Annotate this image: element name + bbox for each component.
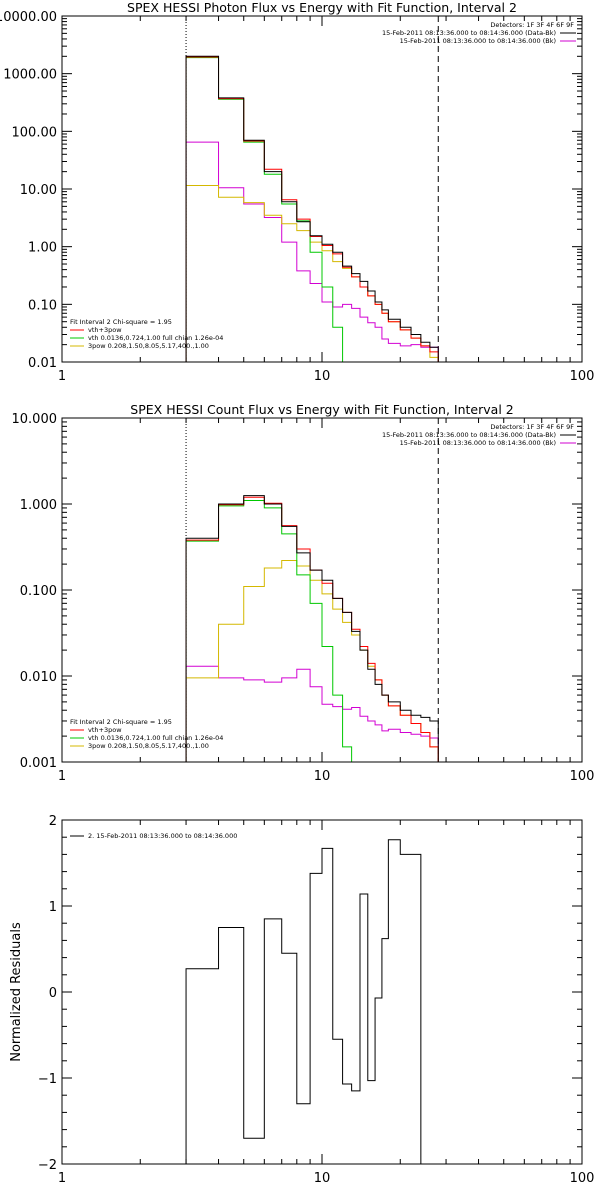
p1-x-tick-label: 1 — [58, 369, 66, 384]
p1-legend-right-text: 15-Feb-2011 08:13:36.000 to 08:14:36.000… — [382, 29, 556, 37]
p1-series-green — [185, 57, 344, 362]
p2-y-tick-label: 0.100 — [20, 584, 57, 599]
p2-panel: SPEX HESSI Count Flux vs Energy with Fit… — [12, 402, 595, 784]
p1-y-tick-label: 100.00 — [12, 125, 58, 140]
p1-y-tick-label: 0.01 — [28, 356, 57, 371]
p3-y-tick-label: 0 — [49, 986, 57, 1001]
p3-frame — [61, 819, 583, 1165]
p2-y-tick-label: 0.001 — [20, 756, 57, 771]
p1-y-tick-label: 1000.00 — [3, 68, 57, 83]
p2-y-tick-label: 1.000 — [20, 498, 57, 513]
p2-legend-right-text: 15-Feb-2011 08:13:36.000 to 08:14:36.000… — [382, 431, 556, 439]
p3-y-tick-label: −2 — [38, 1158, 57, 1173]
p2-legend-left-text: vth+3pow — [88, 726, 122, 734]
p2-legend-right-text: Detectors: 1F 3F 4F 6F 9F — [490, 423, 574, 431]
p3-x-tick-label: 1 — [58, 1171, 66, 1186]
p1-legend-right-text: Detectors: 1F 3F 4F 6F 9F — [490, 21, 574, 29]
p2-series-magenta — [185, 665, 439, 762]
p3-x-tick-label: 100 — [570, 1171, 595, 1186]
p1-series-group — [185, 55, 439, 362]
p2-title: SPEX HESSI Count Flux vs Energy with Fit… — [130, 402, 513, 417]
p2-y-tick-label: 10.000 — [12, 412, 58, 427]
p2-series-group — [185, 495, 439, 762]
p2-legend-left-text: vth 0.0136,0.724,1.00 full chian 1.26e-0… — [88, 734, 223, 742]
p2-series-black — [185, 495, 439, 762]
p2-y-tick-label: 0.010 — [20, 670, 57, 685]
p2-x-tick-label: 10 — [314, 769, 331, 784]
p1-frame — [61, 15, 583, 363]
p2-x-tick-label: 1 — [58, 769, 66, 784]
p3-y-tick-label: 1 — [49, 900, 57, 915]
p1-y-tick-label: 10000.00 — [0, 10, 57, 25]
p1-panel: SPEX HESSI Photon Flux vs Energy with Fi… — [0, 0, 595, 384]
p1-y-tick-label: 0.10 — [28, 298, 57, 313]
p3-panel: Normalized Residuals 1 10 100 −2 −1 0 1 2 2. 15-F… — [9, 814, 595, 1186]
p2-legend-left-text: Fit Interval 2 Chi-square = 1.95 — [70, 718, 172, 726]
p1-x-tick-label: 100 — [570, 369, 595, 384]
p2-frame — [61, 417, 583, 763]
p3-series-black — [185, 839, 422, 1164]
p1-x-tick-label: 10 — [314, 369, 331, 384]
p3-y-tick-label: 2 — [49, 814, 57, 829]
p1-legend-right-text: 15-Feb-2011 08:13:36.000 to 08:14:36.000… — [400, 37, 556, 45]
p1-y-tick-label: 1.00 — [28, 241, 57, 256]
p1-legend-left-text: Fit Interval 2 Chi-square = 1.95 — [70, 318, 172, 326]
p2-x-tick-label: 100 — [570, 769, 595, 784]
p1-series-red — [185, 56, 439, 362]
p2-legend-left-text: 3pow 0.208,1.50,8.05,5.17,400.,1.00 — [88, 742, 209, 750]
p3-y-tick-label: −1 — [38, 1072, 57, 1087]
p2-series-green — [185, 499, 353, 762]
p1-series-magenta — [185, 141, 439, 362]
p1-title: SPEX HESSI Photon Flux vs Energy with Fi… — [127, 0, 517, 15]
p3-x-tick-label: 10 — [314, 1171, 331, 1186]
p3-legend-left-text: 2. 15-Feb-2011 08:13:36.000 to 08:14:36.… — [88, 832, 237, 840]
p1-legend-left-text: 3pow 0.208,1.50,8.05,5.17,400.,1.00 — [88, 342, 209, 350]
p3-series-group — [185, 839, 422, 1164]
p1-series-black — [185, 55, 439, 362]
p1-y-tick-label: 10.00 — [20, 183, 57, 198]
p2-legend-right-text: 15-Feb-2011 08:13:36.000 to 08:14:36.000… — [400, 439, 556, 447]
p1-legend-left-text: vth 0.0136,0.724,1.00 full chian 1.26e-0… — [88, 334, 223, 342]
p3-ylabel: Normalized Residuals — [9, 922, 24, 1062]
p2-series-red — [185, 496, 439, 762]
p1-legend-left-text: vth+3pow — [88, 326, 122, 334]
